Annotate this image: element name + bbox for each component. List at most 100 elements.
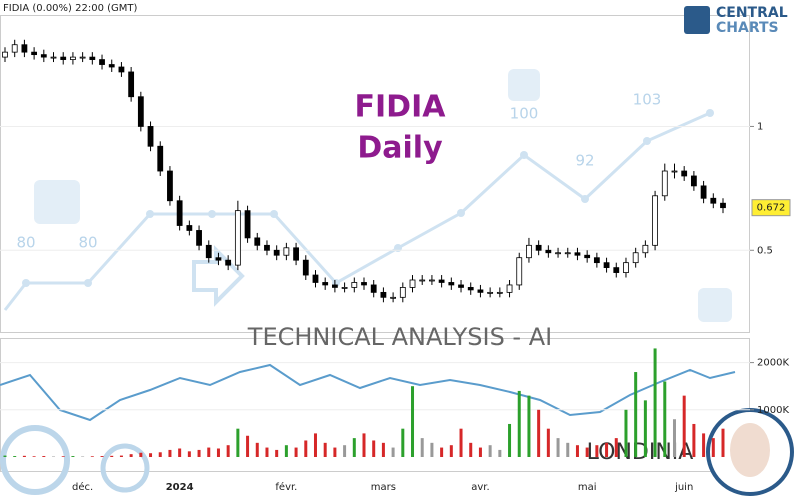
candle-body bbox=[225, 259, 232, 266]
candle-body bbox=[137, 96, 144, 127]
candle-body bbox=[661, 170, 668, 197]
candle-body bbox=[89, 56, 96, 60]
volume-bar bbox=[3, 455, 7, 457]
volume-bar bbox=[119, 455, 123, 457]
last-price-box bbox=[751, 199, 791, 217]
candle-body bbox=[487, 291, 494, 294]
volume-watermark-line bbox=[0, 363, 736, 422]
candle-body bbox=[399, 287, 406, 298]
volume-bar bbox=[42, 456, 46, 457]
candle-body bbox=[234, 210, 241, 266]
volume-bar bbox=[624, 409, 628, 457]
volume-bar bbox=[90, 456, 94, 457]
volume-bar bbox=[149, 453, 153, 457]
watermark-circle bbox=[100, 443, 150, 493]
watermark-label: 103 bbox=[633, 91, 662, 109]
candle-body bbox=[526, 244, 532, 259]
candle-body bbox=[603, 262, 610, 269]
volume-bar bbox=[401, 428, 405, 457]
volume-bar bbox=[672, 419, 676, 457]
volume-panel bbox=[0, 338, 750, 472]
brand: LONDINIA bbox=[587, 440, 694, 465]
volume-bar bbox=[682, 395, 686, 457]
candle-body bbox=[147, 126, 154, 147]
candle-body bbox=[322, 282, 329, 286]
x-tick-label: févr. bbox=[275, 481, 297, 493]
plot: 1 0.5 2000K 1000K déc. 2024 févr. mars avr. mai ju… bbox=[0, 39, 791, 493]
watermark-label: 80 bbox=[16, 234, 35, 252]
candle-body bbox=[690, 175, 697, 187]
candle-body bbox=[11, 44, 18, 53]
x-tick-label: 2024 bbox=[166, 482, 194, 493]
candle-body bbox=[167, 170, 173, 202]
candle-body bbox=[99, 59, 105, 65]
watermark-icon bbox=[698, 288, 732, 322]
volume-bar bbox=[420, 438, 424, 457]
candle-body bbox=[584, 254, 591, 259]
volume-bar bbox=[411, 386, 415, 457]
volume-bar bbox=[207, 447, 211, 457]
volume-bar bbox=[275, 449, 279, 457]
candle-body bbox=[50, 56, 57, 59]
candle-body bbox=[613, 267, 620, 273]
candle-body bbox=[671, 170, 678, 173]
volume-bar bbox=[284, 445, 288, 457]
candle-body bbox=[196, 230, 202, 246]
candle-body bbox=[186, 225, 193, 231]
volume-bar bbox=[323, 442, 327, 457]
volume-bar bbox=[391, 447, 395, 457]
candle-body bbox=[409, 279, 416, 288]
candle-body bbox=[40, 54, 47, 58]
volume-bar bbox=[585, 447, 589, 457]
y-tick-label: 0.5 bbox=[757, 245, 773, 256]
volume-bar bbox=[508, 423, 512, 457]
candle-body bbox=[438, 279, 445, 283]
volume-bar bbox=[362, 433, 366, 457]
candle-body bbox=[128, 71, 135, 98]
candle-body bbox=[60, 56, 67, 60]
volume-bar bbox=[255, 442, 259, 457]
volume-bar bbox=[333, 447, 337, 457]
volume-bar bbox=[711, 438, 715, 457]
candle-body bbox=[118, 66, 125, 73]
volume-bar bbox=[304, 440, 308, 457]
watermark-label: 80 bbox=[78, 234, 97, 252]
candle-body bbox=[312, 274, 319, 283]
candle-body bbox=[215, 257, 222, 261]
volume-bar bbox=[702, 433, 706, 457]
x-tick-label: mai bbox=[578, 482, 597, 493]
candle-body bbox=[21, 44, 28, 53]
volume-bar bbox=[721, 428, 725, 457]
volume-bar bbox=[469, 442, 473, 457]
candle-body bbox=[205, 244, 212, 259]
candle-body bbox=[652, 195, 658, 246]
volume-bar bbox=[440, 447, 444, 457]
candle-body bbox=[574, 252, 581, 256]
volume-bar bbox=[459, 428, 463, 457]
price-panel bbox=[0, 15, 750, 333]
candle-body bbox=[516, 257, 523, 286]
volume-bar bbox=[294, 447, 298, 457]
volume-bar bbox=[32, 456, 36, 457]
candle-body bbox=[593, 257, 600, 264]
candle-body bbox=[157, 145, 164, 172]
candle-body bbox=[331, 284, 338, 288]
x-tick-label: mars bbox=[371, 482, 396, 493]
volume-bar bbox=[100, 456, 104, 457]
watermark-icon bbox=[508, 69, 540, 101]
watermark-dots bbox=[22, 109, 714, 287]
candle-body bbox=[535, 244, 542, 251]
candle-body bbox=[390, 296, 397, 299]
volume-bar bbox=[226, 445, 230, 457]
volume-bar bbox=[343, 445, 347, 457]
header: FIDIA (0.00%) 22:00 (GMT) bbox=[3, 3, 138, 14]
candle-body bbox=[623, 262, 629, 273]
volume-bar bbox=[566, 442, 570, 457]
candle-body bbox=[264, 244, 270, 251]
volume-bar bbox=[527, 395, 531, 457]
logo-icon bbox=[684, 6, 710, 34]
volume-bar bbox=[381, 442, 385, 457]
candle-body bbox=[642, 244, 649, 254]
volume-bar bbox=[430, 442, 434, 457]
candle-body bbox=[632, 252, 639, 264]
